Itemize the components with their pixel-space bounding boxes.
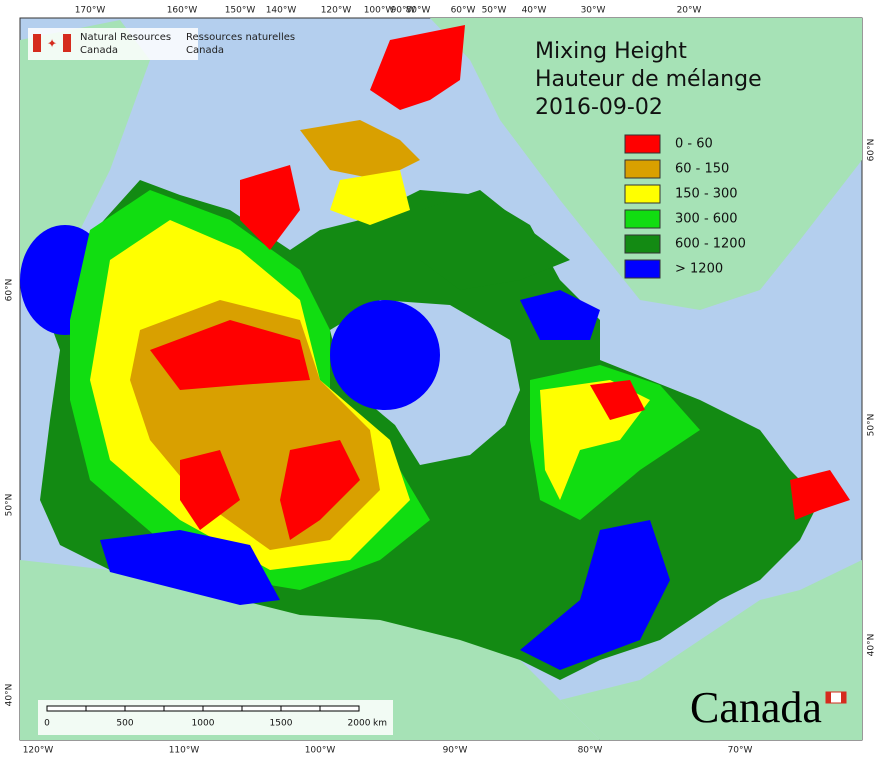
wordmark: Canada [690, 683, 822, 732]
legend-label: 0 - 60 [675, 137, 713, 152]
latitude-label: 40°N [867, 634, 877, 657]
legend-swatch [624, 134, 661, 154]
scale-segment [319, 705, 360, 712]
latitude-label: 50°N [5, 494, 15, 517]
longitude-label: 30°W [581, 6, 606, 16]
latitude-label: 60°N [5, 279, 15, 302]
legend-label: 150 - 300 [675, 187, 738, 202]
scale-label: 2000 [348, 719, 371, 729]
legend-label: > 1200 [675, 262, 723, 277]
longitude-label: 80°W [578, 746, 603, 756]
longitude-label: 170°W [75, 6, 106, 16]
flag-bar [33, 34, 41, 52]
wordmark-flag [841, 692, 846, 703]
longitude-label: 20°W [677, 6, 702, 16]
scale-segment [241, 705, 282, 712]
longitude-label: 70°W [728, 746, 753, 756]
agency-name: Canada [80, 45, 118, 56]
legend-label: 60 - 150 [675, 162, 729, 177]
scale-label: 0 [44, 719, 50, 729]
longitude-label: 110°W [169, 746, 200, 756]
wordmark-flag [826, 692, 831, 703]
map-title: 2016-09-02 [535, 95, 663, 120]
longitude-label: 120°W [321, 6, 352, 16]
legend-swatch [624, 259, 661, 279]
longitude-label: 60°W [451, 6, 476, 16]
map-title: Hauteur de mélange [535, 67, 762, 92]
scale-label: 1500 [270, 719, 293, 729]
longitude-label: 120°W [23, 746, 54, 756]
legend-label: 300 - 600 [675, 212, 738, 227]
latitude-label: 40°N [5, 684, 15, 707]
scale-label: 500 [116, 719, 133, 729]
longitude-label: 160°W [167, 6, 198, 16]
legend-swatch [624, 184, 661, 204]
legend-swatch [624, 159, 661, 179]
longitude-label: 100°W [364, 6, 395, 16]
longitude-label: 40°W [522, 6, 547, 16]
legend-label: 600 - 1200 [675, 237, 746, 252]
longitude-label: 90°W [391, 6, 416, 16]
mixing-height-regions [20, 25, 850, 680]
longitude-label: 150°W [225, 6, 256, 16]
scale-segment [163, 705, 204, 712]
agency-name: Ressources naturelles [186, 32, 295, 43]
latitude-label: 50°N [867, 414, 877, 437]
legend-swatch [624, 234, 661, 254]
agency-name: Natural Resources [80, 32, 171, 43]
scale-unit: km [373, 719, 387, 729]
flag-bar [63, 34, 71, 52]
longitude-label: 80°W [406, 6, 431, 16]
scale-box [38, 700, 393, 735]
map-title: Mixing Height [535, 39, 687, 64]
header-box [28, 28, 198, 60]
scale-label: 1000 [192, 719, 215, 729]
longitude-label: 90°W [443, 746, 468, 756]
longitude-label: 50°W [482, 6, 507, 16]
longitude-label: 140°W [266, 6, 297, 16]
longitude-label: 100°W [305, 746, 336, 756]
flag-leaf: ✦ [47, 37, 57, 51]
latitude-label: 60°N [867, 139, 877, 162]
agency-name: Canada [186, 45, 224, 56]
legend-swatch [624, 209, 661, 229]
scale-segment [85, 705, 126, 712]
